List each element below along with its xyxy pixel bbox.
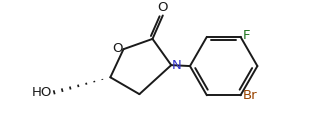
Text: O: O	[157, 1, 168, 14]
Text: Br: Br	[243, 89, 257, 102]
Text: O: O	[112, 42, 123, 55]
Text: N: N	[172, 59, 182, 72]
Text: HO: HO	[32, 86, 52, 99]
Text: F: F	[243, 29, 250, 42]
